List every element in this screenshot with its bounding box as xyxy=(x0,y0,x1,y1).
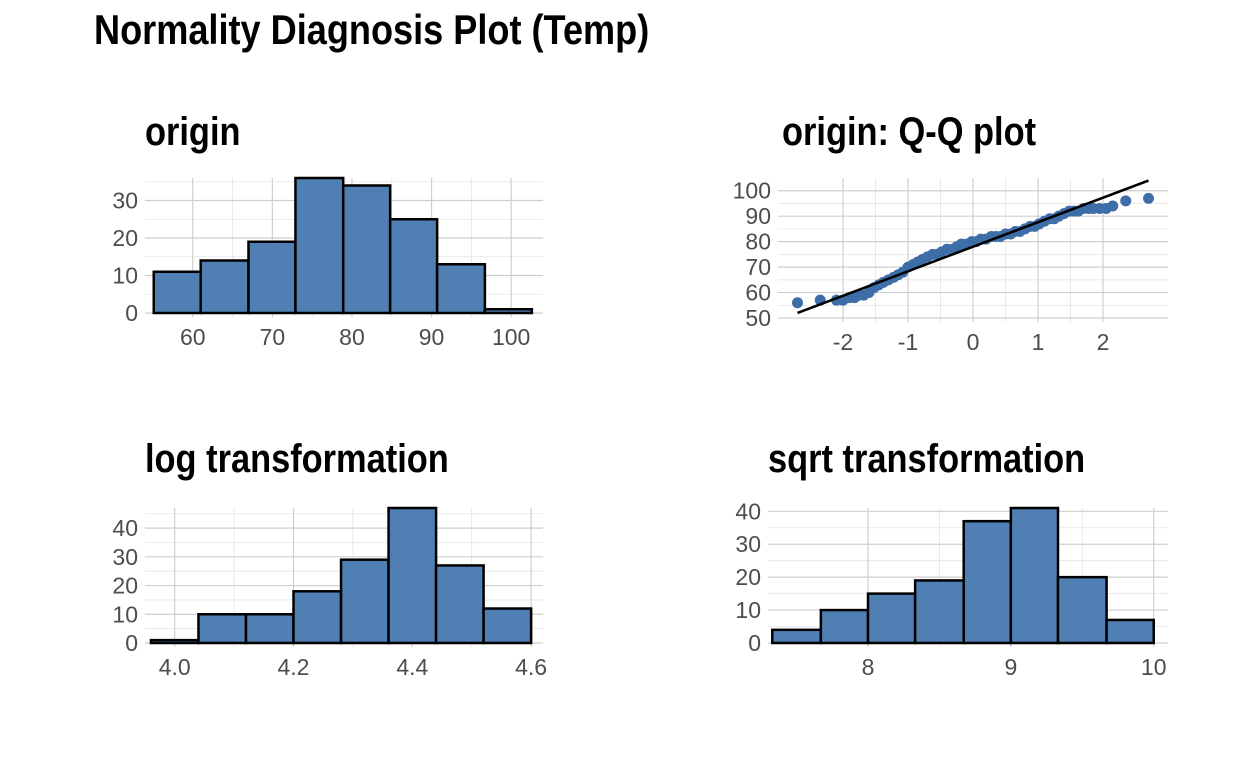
y-tick-label: 0 xyxy=(748,630,761,656)
x-tick-label: 2 xyxy=(1097,329,1110,355)
panel-origin-histogram: origin 60 70 80 90 100 0 10 20 30 xyxy=(112,109,543,350)
x-tick-label: 1 xyxy=(1032,329,1045,355)
histogram-bar xyxy=(866,592,917,645)
x-tick-label: 0 xyxy=(967,329,980,355)
y-tick-label: 30 xyxy=(112,544,138,570)
histogram-bar xyxy=(1056,575,1108,645)
histogram-bar xyxy=(482,607,533,645)
y-tick-label: 20 xyxy=(112,573,138,599)
y-tick-label: 0 xyxy=(125,630,138,656)
qq-reference-line xyxy=(797,179,1149,315)
x-tick-label: 4.2 xyxy=(278,654,310,680)
x-tick-label: 70 xyxy=(260,324,286,350)
histogram-bar xyxy=(149,638,200,645)
y-tick-label: 40 xyxy=(735,498,761,524)
histogram-bar xyxy=(244,613,295,645)
x-tick-label: 100 xyxy=(492,324,530,350)
histogram-bar xyxy=(483,308,534,315)
y-tick-label: 10 xyxy=(112,601,138,627)
histogram-bar xyxy=(962,519,1013,645)
qq-point xyxy=(1120,195,1132,207)
histogram-bar xyxy=(199,259,250,315)
histogram-bar xyxy=(435,263,487,315)
panel-title: sqrt transformation xyxy=(768,436,1085,481)
x-tick-label: 60 xyxy=(180,324,206,350)
histogram-bar xyxy=(247,240,297,315)
x-tick-label: 90 xyxy=(419,324,445,350)
histogram-bar xyxy=(152,270,202,315)
x-tick-label: 8 xyxy=(862,654,875,680)
histogram-bar xyxy=(434,564,485,645)
qq-point xyxy=(792,297,803,309)
y-tick-label: 90 xyxy=(745,203,771,229)
y-tick-label: 10 xyxy=(735,597,761,623)
y-tick-label: 30 xyxy=(112,188,138,214)
x-tick-label: 4.0 xyxy=(159,654,191,680)
y-tick-label: 60 xyxy=(745,280,771,306)
histogram-bar xyxy=(387,506,438,645)
histogram-bar xyxy=(819,608,870,645)
histogram-bar xyxy=(294,176,345,315)
histogram-bar xyxy=(341,184,392,315)
x-tick-label: 10 xyxy=(1141,654,1167,680)
y-tick-label: 70 xyxy=(745,254,771,280)
histogram-bar xyxy=(388,218,439,315)
x-tick-label: 4.6 xyxy=(515,654,547,680)
qq-point xyxy=(1143,192,1154,204)
histogram-bar xyxy=(913,579,965,645)
histogram-bar xyxy=(1009,506,1060,645)
x-tick-label: 4.4 xyxy=(396,654,428,680)
qq-point xyxy=(1107,200,1119,212)
y-tick-label: 0 xyxy=(125,300,138,326)
page-title: Normality Diagnosis Plot (Temp) xyxy=(94,6,650,53)
y-tick-label: 50 xyxy=(745,305,771,331)
y-tick-label: 100 xyxy=(733,178,771,204)
x-tick-label: 9 xyxy=(1004,654,1017,680)
y-tick-label: 40 xyxy=(112,515,138,541)
y-tick-label: 10 xyxy=(112,263,138,289)
grid xyxy=(778,178,1168,322)
x-tick-label: 80 xyxy=(339,324,365,350)
panel-sqrt-histogram: sqrt transformation 8 9 10 0 10 20 30 40 xyxy=(735,436,1168,680)
panel-title: origin: Q-Q plot xyxy=(782,109,1036,154)
histogram-bar xyxy=(1105,618,1155,645)
histogram-bar xyxy=(771,628,823,645)
histogram-bar xyxy=(292,590,343,645)
y-tick-label: 20 xyxy=(112,225,138,251)
histogram-bar xyxy=(339,558,390,645)
x-tick-label: -1 xyxy=(898,329,918,355)
x-tick-label: -2 xyxy=(833,329,853,355)
panel-title: log transformation xyxy=(145,436,449,481)
y-tick-label: 80 xyxy=(745,229,771,255)
y-tick-label: 30 xyxy=(735,531,761,557)
panel-title: origin xyxy=(145,109,241,154)
y-tick-label: 20 xyxy=(735,564,761,590)
histogram-bar xyxy=(197,613,248,645)
